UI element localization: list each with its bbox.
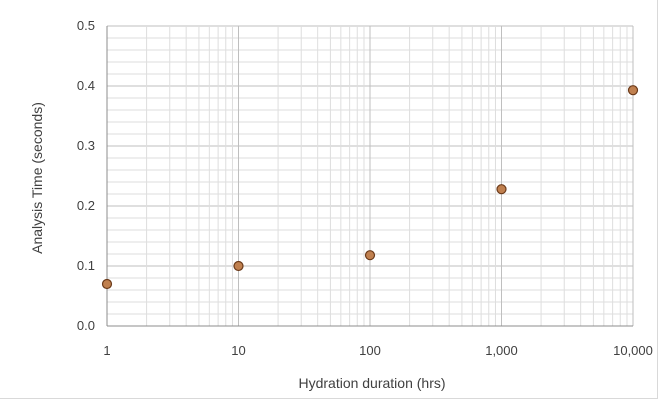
x-axis-ticks: 1 10 100 1,000 10,000 (103, 343, 653, 358)
data-point (233, 260, 244, 272)
data-points (101, 85, 639, 290)
y-axis-title: Analysis Time (seconds) (29, 102, 45, 254)
data-point (496, 184, 507, 195)
x-tick-label: 10,000 (613, 343, 653, 358)
y-axis-ticks: 0.0 0.1 0.2 0.3 0.4 0.5 (77, 18, 95, 333)
y-tick-label: 0.3 (77, 138, 95, 153)
y-tick-label: 0.4 (77, 78, 95, 93)
y-tick-label: 0.0 (77, 318, 95, 333)
x-tick-label: 100 (359, 343, 381, 358)
data-point (364, 250, 376, 261)
data-point (627, 85, 639, 96)
x-tick-label: 1,000 (485, 343, 518, 358)
plot-area (106, 26, 633, 327)
data-point (101, 278, 113, 290)
x-axis-title: Hydration duration (hrs) (298, 375, 445, 391)
y-tick-label: 0.2 (77, 198, 95, 213)
grid-lines (106, 25, 634, 327)
x-tick-label: 10 (231, 343, 245, 358)
y-tick-label: 0.5 (77, 18, 95, 33)
y-tick-label: 0.1 (77, 258, 95, 273)
x-tick-label: 1 (103, 343, 110, 358)
